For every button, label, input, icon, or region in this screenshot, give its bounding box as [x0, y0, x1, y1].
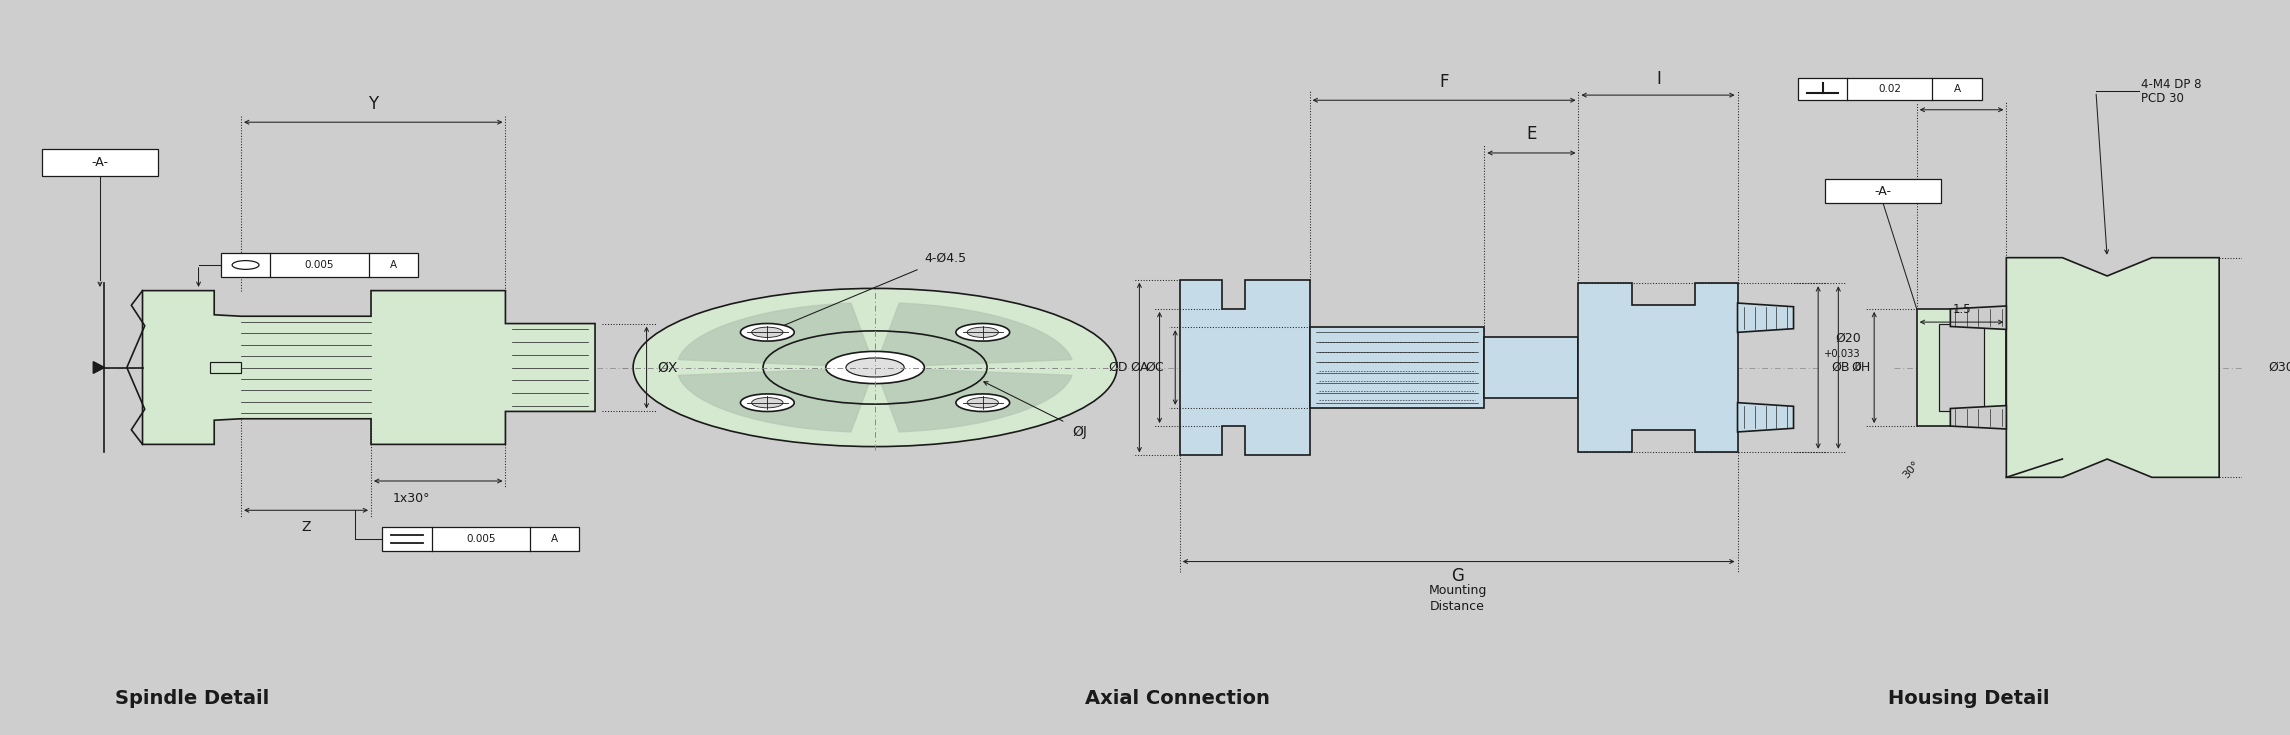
Text: 0.005: 0.005: [467, 534, 495, 544]
Text: +0.033: +0.033: [1825, 349, 1862, 359]
Text: ØB: ØB: [1832, 361, 1850, 374]
Circle shape: [955, 323, 1010, 341]
Text: A: A: [552, 534, 559, 544]
Text: ØJ: ØJ: [1072, 425, 1088, 439]
Circle shape: [966, 327, 998, 337]
Polygon shape: [1738, 403, 1793, 432]
Text: ØA: ØA: [1129, 361, 1147, 374]
Text: Mounting
Distance: Mounting Distance: [1429, 584, 1486, 612]
Text: 0.02: 0.02: [1878, 84, 1901, 93]
Bar: [1825, 179, 1942, 204]
Text: 0.005: 0.005: [305, 260, 334, 270]
Polygon shape: [1738, 303, 1793, 332]
Bar: [1798, 77, 1981, 99]
Bar: [211, 362, 240, 373]
Circle shape: [845, 358, 905, 377]
Bar: [1484, 337, 1578, 398]
Text: -A-: -A-: [1876, 184, 1892, 198]
Circle shape: [632, 288, 1118, 447]
Text: 18: 18: [1953, 91, 1969, 104]
Text: Z: Z: [302, 520, 311, 534]
Circle shape: [827, 351, 925, 384]
Bar: [41, 149, 158, 176]
Text: 1.5: 1.5: [1953, 304, 1972, 316]
Text: Ø20: Ø20: [1834, 331, 1862, 345]
Text: 1x30°: 1x30°: [392, 492, 431, 505]
Text: F: F: [1440, 73, 1450, 90]
Text: Y: Y: [369, 95, 378, 112]
Bar: [1917, 309, 2006, 426]
Text: PCD 30: PCD 30: [2141, 93, 2185, 105]
Text: Axial Connection: Axial Connection: [1085, 689, 1271, 708]
Text: 4-Ø4.5: 4-Ø4.5: [925, 252, 966, 265]
Polygon shape: [1578, 283, 1738, 452]
Circle shape: [751, 327, 783, 337]
Polygon shape: [1179, 279, 1310, 456]
Circle shape: [966, 398, 998, 408]
Text: A: A: [1953, 84, 1960, 93]
Text: ØH: ØH: [1853, 361, 1871, 374]
Polygon shape: [142, 290, 595, 445]
Polygon shape: [1951, 306, 2006, 329]
Bar: [382, 527, 579, 551]
Polygon shape: [678, 368, 875, 432]
Polygon shape: [875, 368, 1072, 432]
Polygon shape: [678, 303, 875, 368]
Text: E: E: [1525, 126, 1537, 143]
Polygon shape: [2006, 258, 2219, 477]
Text: G: G: [1452, 567, 1463, 584]
Text: 4-M4 DP 8: 4-M4 DP 8: [2141, 78, 2201, 90]
Circle shape: [740, 394, 795, 412]
Text: Spindle Detail: Spindle Detail: [114, 689, 268, 708]
Bar: [220, 254, 419, 276]
Text: 0: 0: [1832, 362, 1862, 373]
Text: ØX: ØX: [657, 360, 678, 375]
Text: -A-: -A-: [92, 156, 108, 169]
Text: ØC: ØC: [1145, 361, 1163, 374]
Text: I: I: [1656, 70, 1663, 87]
Text: Housing Detail: Housing Detail: [1887, 689, 2050, 708]
Circle shape: [740, 323, 795, 341]
Text: A: A: [389, 260, 396, 270]
Circle shape: [955, 394, 1010, 412]
Polygon shape: [1951, 406, 2006, 429]
Polygon shape: [875, 303, 1072, 368]
Text: Ø30: Ø30: [2269, 361, 2290, 374]
Text: 30°: 30°: [1901, 459, 1921, 481]
Polygon shape: [94, 362, 105, 373]
Bar: [1310, 327, 1484, 408]
Text: ØD: ØD: [1108, 361, 1129, 374]
Circle shape: [751, 398, 783, 408]
Bar: [1940, 323, 1983, 412]
